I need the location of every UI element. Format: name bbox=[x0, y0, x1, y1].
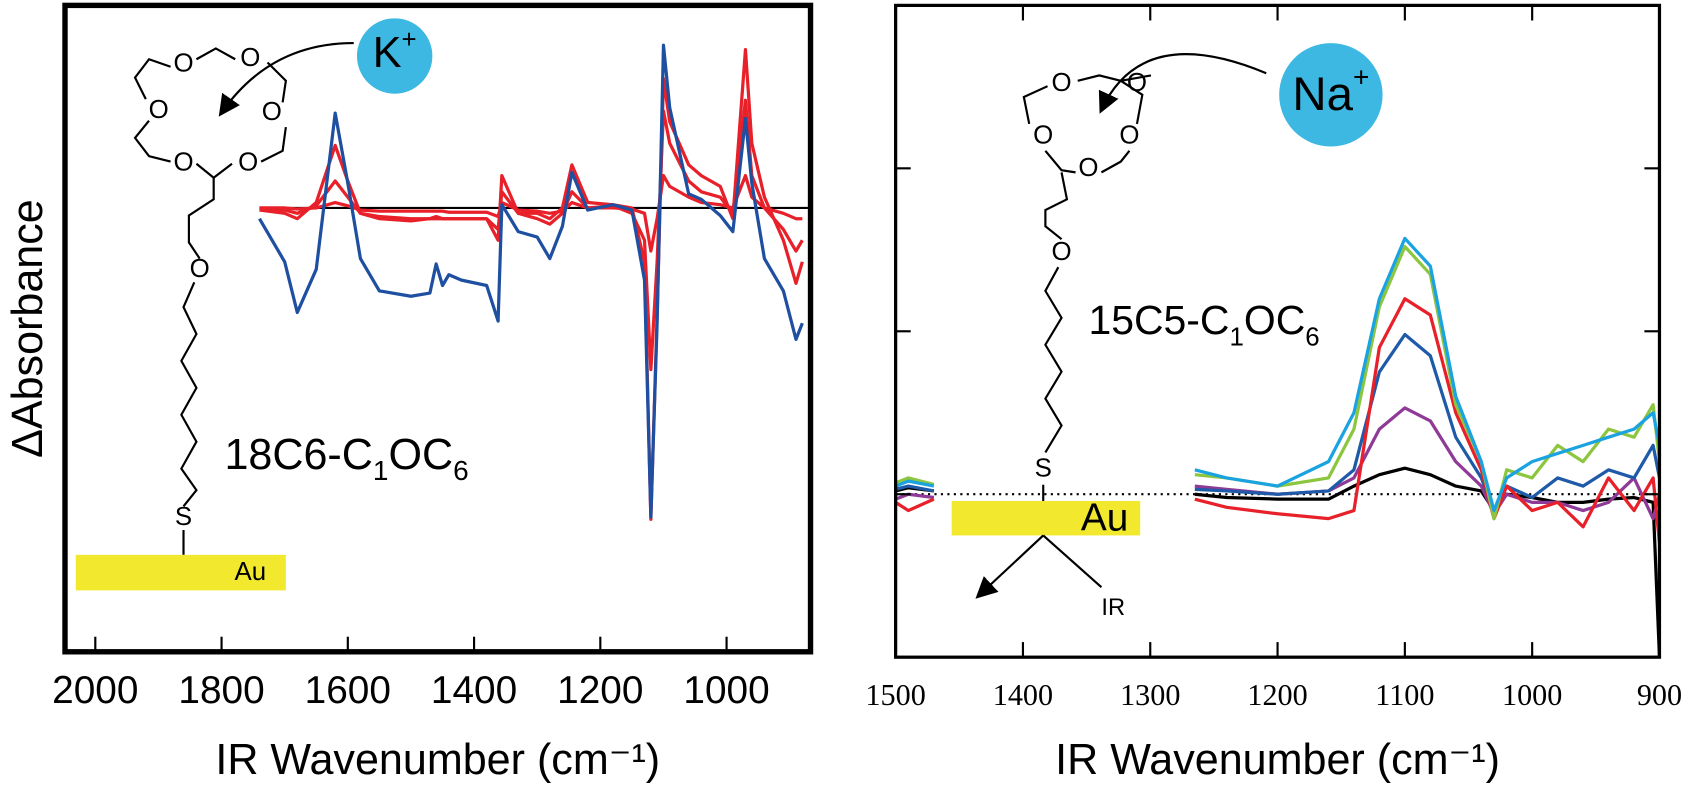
x-tick-label: 2000 bbox=[52, 669, 138, 712]
spectrum-line bbox=[895, 466, 1662, 658]
ir-beam bbox=[1042, 534, 1103, 588]
metal-label: Au bbox=[1081, 497, 1128, 540]
y-axis-label: ΔAbsorbance bbox=[4, 199, 52, 458]
atom: O bbox=[1051, 69, 1071, 97]
gold-substrate bbox=[951, 500, 1141, 536]
ion-circle bbox=[356, 18, 433, 94]
x-tick-label: 1200 bbox=[1247, 678, 1307, 712]
annotations: O O O O O O O S Au K+ 18C6-C1OC6 O O O O… bbox=[149, 26, 1370, 621]
spectrum-line bbox=[258, 43, 804, 519]
atom: O bbox=[173, 149, 193, 177]
atom: O bbox=[238, 149, 258, 177]
x-tick-label: 900 bbox=[1637, 678, 1682, 712]
spectrum-line bbox=[894, 297, 1662, 544]
atom: S bbox=[1035, 455, 1052, 483]
label-part: OC bbox=[388, 431, 453, 479]
beam-label: IR bbox=[1101, 595, 1125, 621]
ion-charge: + bbox=[1353, 62, 1369, 93]
atom: O bbox=[262, 98, 282, 126]
spectrum-line bbox=[895, 332, 1662, 513]
x-tick-label: 1100 bbox=[1375, 678, 1434, 712]
ion-label: Na+ bbox=[1292, 62, 1369, 120]
x-tick-label: 1000 bbox=[1502, 678, 1562, 712]
molecule-label: 15C5-C1OC6 bbox=[1088, 297, 1319, 351]
x-tick-label: 1200 bbox=[557, 669, 643, 712]
atom: O bbox=[1119, 122, 1139, 150]
x-tick-label: 1400 bbox=[431, 669, 517, 712]
label-sub: 1 bbox=[1229, 323, 1243, 351]
x-tick-label: 1300 bbox=[1120, 678, 1180, 712]
atom: O bbox=[1078, 154, 1098, 182]
ion-symbol: K bbox=[373, 29, 402, 77]
x-tick-label: 1500 bbox=[865, 678, 925, 712]
chain bbox=[1042, 172, 1069, 501]
label-part: OC bbox=[1244, 297, 1305, 343]
label-sub: 6 bbox=[453, 455, 469, 486]
arrow bbox=[218, 42, 354, 117]
metal-label: Au bbox=[234, 558, 266, 586]
crown-ring bbox=[1022, 74, 1152, 174]
atom: O bbox=[1127, 69, 1147, 97]
plot-frame bbox=[62, 2, 814, 655]
label-sub: 6 bbox=[1305, 323, 1319, 351]
x-axis-label: IR Wavenumber (cm⁻¹) bbox=[1055, 736, 1500, 784]
chain bbox=[180, 177, 215, 555]
spectrum-line bbox=[895, 244, 1662, 521]
ion-charge: + bbox=[401, 26, 416, 54]
label-part: 18C6-C bbox=[224, 431, 372, 479]
plot-frame bbox=[894, 3, 1662, 659]
atom: O bbox=[149, 96, 169, 124]
spectrum-line bbox=[259, 47, 804, 521]
arrow bbox=[1098, 53, 1267, 114]
x-tick-label: 1800 bbox=[178, 669, 264, 712]
label-part: 15C5-C bbox=[1088, 297, 1229, 343]
chart-panel: 2000 1800 1600 1400 1200 1000 IR Wavenumber (c… bbox=[4, 2, 814, 784]
ion-label: K+ bbox=[373, 26, 417, 78]
molecule-label: 18C6-C1OC6 bbox=[224, 431, 468, 486]
ion-circle bbox=[1279, 43, 1383, 147]
label-sub: 1 bbox=[373, 455, 389, 486]
chart-panel: 1500 1400 1300 1200 1100 1000 900 IR Wavenumber… bbox=[865, 3, 1682, 784]
atom: S bbox=[175, 503, 192, 531]
ir-arrow bbox=[975, 534, 1044, 599]
x-tick-label: 1400 bbox=[993, 678, 1053, 712]
atom: O bbox=[1051, 238, 1071, 266]
molecule-drawings bbox=[75, 18, 1383, 599]
ion-symbol: Na bbox=[1292, 67, 1353, 120]
atom: O bbox=[240, 44, 260, 72]
spectrum-line bbox=[895, 236, 1662, 513]
atom: O bbox=[173, 49, 193, 77]
gold-substrate bbox=[75, 554, 286, 591]
x-tick-label: 1600 bbox=[305, 669, 391, 712]
x-tick-label: 1000 bbox=[683, 669, 769, 712]
atom: O bbox=[1033, 122, 1053, 150]
x-axis-label: IR Wavenumber (cm⁻¹) bbox=[215, 736, 660, 784]
atom: O bbox=[190, 255, 210, 283]
